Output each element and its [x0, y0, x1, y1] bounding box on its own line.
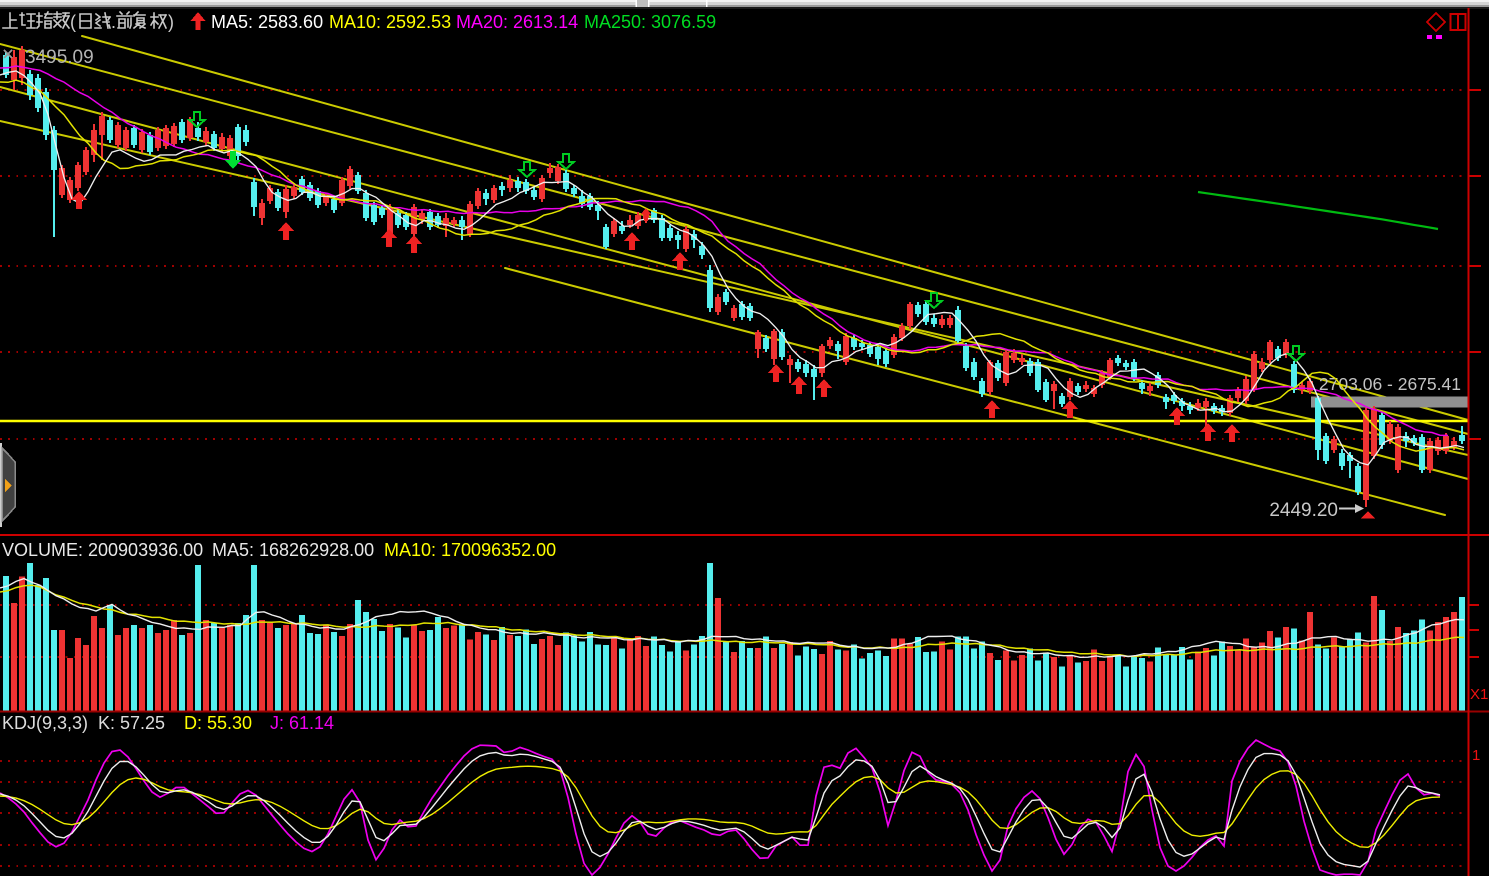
svg-text:X1: X1 — [1470, 686, 1488, 703]
svg-text:2703.06 - 2675.41: 2703.06 - 2675.41 — [1319, 374, 1461, 394]
svg-text:KDJ(9,3,3): KDJ(9,3,3) — [2, 713, 88, 733]
svg-text:.: . — [111, 12, 116, 32]
svg-text:K: 57.25: K: 57.25 — [98, 713, 165, 733]
svg-text:J: 61.14: J: 61.14 — [270, 713, 334, 733]
svg-text:): ) — [168, 12, 174, 32]
svg-text:MA5: 168262928.00: MA5: 168262928.00 — [212, 540, 374, 560]
svg-text:3495.09: 3495.09 — [25, 47, 94, 68]
svg-text:MA10: 170096352.00: MA10: 170096352.00 — [384, 540, 556, 560]
svg-text:MA20: 2613.14: MA20: 2613.14 — [456, 12, 578, 32]
svg-text:MA250: 3076.59: MA250: 3076.59 — [584, 12, 716, 32]
svg-text:(: ( — [70, 12, 76, 32]
svg-text:VOLUME: 200903936.00: VOLUME: 200903936.00 — [2, 540, 203, 560]
svg-text:2449.20: 2449.20 — [1269, 500, 1338, 521]
svg-text:MA5: 2583.60: MA5: 2583.60 — [211, 12, 323, 32]
svg-text:MA10: 2592.53: MA10: 2592.53 — [329, 12, 451, 32]
svg-text:D: 55.30: D: 55.30 — [184, 713, 252, 733]
svg-text:1: 1 — [1472, 747, 1480, 764]
